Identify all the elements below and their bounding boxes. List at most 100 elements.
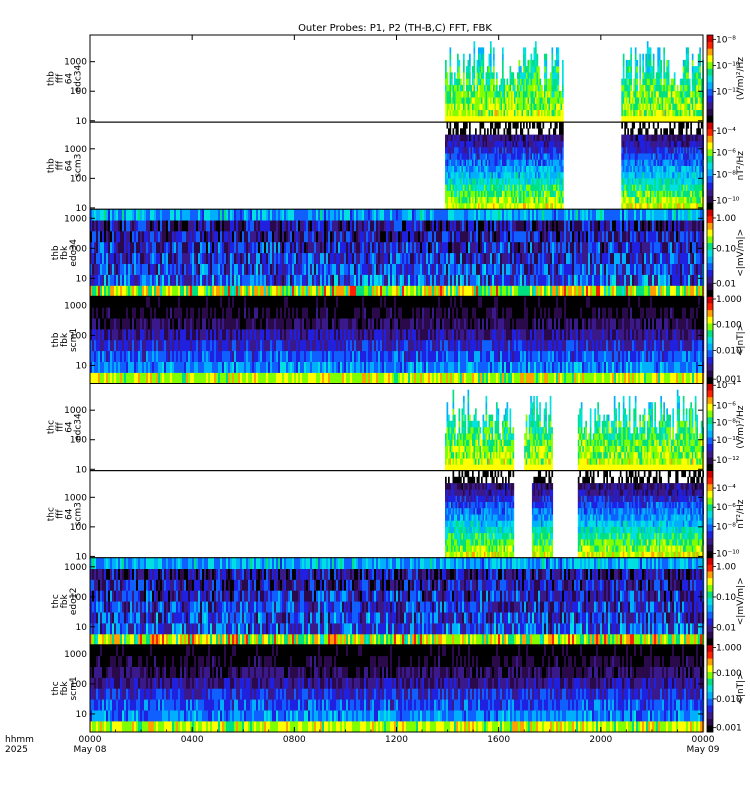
panel-ylabel-line: thb [51,245,61,260]
y-tick-label: 10 [76,361,88,371]
colorbar-label: nT²/Hz [736,499,746,529]
y-tick-label: 1000 [64,301,87,311]
y-tick-label: 10 [76,465,88,475]
panel-ylabel-line: fbk [60,593,70,608]
panel-thb_fff_64_scm3: 10 100 1000 thb fff 64 scm3 10⁻⁴ 10⁻⁶ 10⁻⁸ 10⁻¹⁰ nT… [47,121,746,214]
colorbar-tick-label: 10⁻⁶ [716,503,736,513]
panel-frame [89,121,704,210]
y-tick-label: 10 [76,204,88,214]
colorbar-tick-label: 0.01 [716,623,736,633]
colorbar-tick-label: 1.00 [716,214,736,224]
colorbar-tick-label: 10⁻¹⁰ [716,436,740,446]
colorbar-label: <|mV/m|> [736,229,746,277]
y-tick-label: 1000 [64,58,87,68]
x-tick-date-label: May 08 [74,745,107,755]
x-tick-label: 1600 [487,735,510,745]
colorbar-tick-label: 10⁻⁸ [716,170,736,180]
y-tick-label: 100 [70,680,87,690]
x-tick-label: 2000 [589,735,612,745]
panel-ylabel-line: 64 [65,160,75,172]
y-tick-label: 1000 [64,563,87,573]
x-tick-label: 0400 [181,735,204,745]
spectrogram-thc_fbk_edc12 [90,557,705,646]
y-tick-label: 10 [76,117,88,127]
spectrogram-thc_fff_64_scm3 [445,470,704,558]
y-tick-label: 100 [70,523,87,533]
panel-thb_fff_64_edc34: 10 100 1000 thb fff 64 edc34 10⁻⁸ 10⁻¹⁰ 10⁻¹²(V/m… [47,34,746,127]
colorbar-tick-label: 1.000 [716,295,742,305]
panel-ylabel-line: fbk [60,332,70,347]
colorbar-tick-label: 10⁻¹⁰ [716,197,740,207]
colorbar-tick-label: 10⁻⁸ [716,35,736,45]
colorbar-label: <|mV/m|> [736,577,746,625]
spectrogram-thc_fff_64_edc34 [445,389,704,471]
colorbar-thc_fff_64_scm3: 10⁻⁴ 10⁻⁶ 10⁻⁸ 10⁻¹⁰ nT²/Hz [706,470,746,559]
panel-ylabel-line: 64 [65,508,75,520]
x-tick-date-label: May 09 [687,745,720,755]
panel-thb_fbk_edc34: 10 100 1000 thb fbk edc34 1.00 0.10 0.01<|mV/m|> [51,208,746,297]
colorbar-thc_fff_64_edc34: 10⁻⁴ 10⁻⁶ 10⁻⁸ 10⁻¹⁰ 10⁻¹² (V/m)²/Hz [706,381,746,472]
panel-ylabel-line: scm3 [74,502,84,526]
colorbar-tick-label: 0.100 [716,669,742,679]
panel-ylabel-line: fff [56,509,66,519]
spectrogram-thc_fbk_scm1 [90,644,705,733]
spectrogram-thb_fbk_scm1 [90,296,705,384]
colorbar-tick-label: 1.000 [716,643,742,653]
panel-ylabel-line: edc34 [69,239,79,267]
y-tick-label: 1000 [64,406,87,416]
y-tick-label: 1000 [64,493,87,503]
panel-ylabel-line: thc [47,420,57,434]
panel-ylabel-line: fbk [60,681,70,696]
colorbar-tick-label: 0.10 [716,244,736,254]
colorbar-tick-label: 10⁻¹² [716,88,740,98]
panel-ylabel-line: scm3 [74,154,84,178]
time-axis-year-label: 2025 [5,745,28,755]
panel-ylabel-line: thc [47,507,57,521]
y-tick-label: 100 [70,436,87,446]
panel-thc_fff_64_scm3: 10 100 1000 thc fff 64 scm3 10⁻⁴ 10⁻⁶ 10⁻⁸ 10⁻¹⁰ nT… [47,470,746,562]
colorbar-tick-label: 10⁻⁴ [716,127,736,137]
panel-ylabel-line: 64 [65,73,75,85]
x-tick-label: 0000 [79,735,102,745]
spectrogram-thb_fbk_edc34 [90,209,705,297]
colorbar-tick-label: 0.10 [716,593,736,603]
time-axis-unit-label: hhmm [5,735,34,745]
panel-ylabel-line: edc34 [74,64,84,92]
colorbar-tick-label: 10⁻⁸ [716,522,736,532]
spectrogram-thb_fff_64_edc34 [445,41,704,123]
y-tick-label: 10 [76,710,88,720]
spectrogram-thb_fff_64_scm3 [445,122,704,210]
colorbar-tick-label: 0.01 [716,279,736,289]
panel-ylabel-line: thb [51,332,61,347]
y-tick-label: 100 [70,593,87,603]
panel-ylabel-line: scm1 [69,676,79,700]
colorbar-label: (V/m)²/Hz [736,405,746,448]
colorbar-tick-label: 10⁻¹⁰ [716,61,740,71]
x-tick-label: 0000 [692,735,715,745]
colorbar-tick-label: 10⁻¹⁰ [716,549,740,559]
y-tick-label: 10 [76,274,88,284]
y-tick-label: 10 [76,623,88,633]
colorbar-label: nT²/Hz [736,151,746,181]
panel-thb_fbk_scm1: 10 100 1000 thb fbk scm1 1.000 0.100 0.010 0.001 <… [51,295,746,385]
colorbar-tick-label: 0.010 [716,695,742,705]
panel-ylabel-line: edc34 [74,413,84,441]
panel-ylabel-line: edc12 [69,587,79,615]
panel-ylabel-line: thb [47,158,57,173]
y-tick-label: 1000 [64,145,87,155]
colorbar-tick-label: 0.001 [716,375,742,385]
colorbar-tick-label: 10⁻¹² [716,456,740,466]
figure-title: Outer Probes: P1, P2 (TH-B,C) FFT, FBK [298,23,492,34]
colorbar-label: (V/m)²/Hz [736,57,746,100]
y-tick-label: 100 [70,174,87,184]
panel-ylabel-line: fff [56,160,66,170]
panel-ylabel-line: thc [51,594,61,608]
colorbar-tick-label: 10⁻⁶ [716,149,736,159]
panel-ylabel-line: fff [56,73,66,83]
colorbar-thb_fff_64_scm3: 10⁻⁴ 10⁻⁶ 10⁻⁸ 10⁻¹⁰ nT²/Hz [706,121,746,210]
y-tick-label: 100 [70,331,87,341]
colorbar-thb_fff_64_edc34: 10⁻⁸ 10⁻¹⁰ 10⁻¹²(V/m)²/Hz [706,34,746,123]
